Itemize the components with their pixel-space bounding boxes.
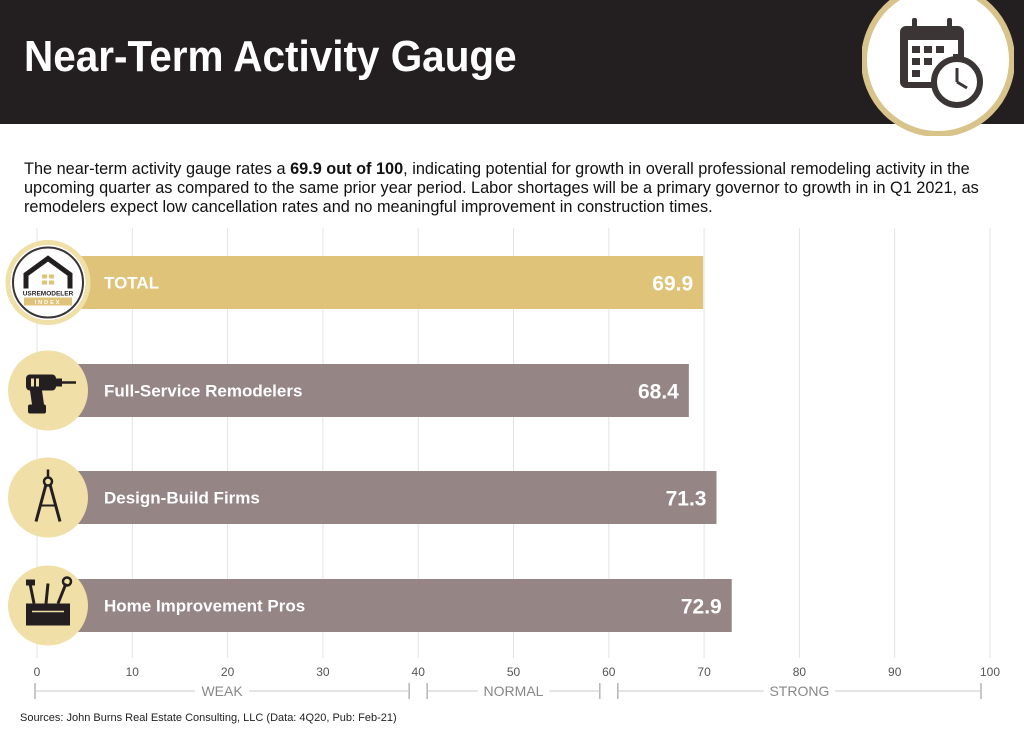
x-tick-label: 80 (793, 665, 807, 679)
bar-category-label: TOTAL (104, 274, 159, 293)
x-tick-label: 60 (602, 665, 616, 679)
toolbox-tool (28, 583, 36, 604)
bar-category-label: Home Improvement Pros (104, 597, 305, 616)
x-tick-label: 40 (412, 665, 426, 679)
logo-band (24, 297, 72, 306)
toolbox-wrench-head (61, 576, 73, 587)
sources-note: Sources: John Burns Real Estate Consulti… (20, 712, 397, 724)
intro-paragraph: The near-term activity gauge rates a 69.… (24, 160, 1009, 217)
bar-value-label: 68.4 (638, 381, 679, 404)
drill-vent (36, 378, 39, 387)
drill-chuck (56, 378, 62, 387)
bar (60, 579, 732, 632)
toolbox-hammer-head (26, 579, 35, 586)
logo-text: INDEX (35, 300, 62, 306)
us-remodeler-index-logo-icon: USREMODELER INDEX (5, 240, 91, 325)
compass-icon (8, 457, 88, 538)
intro-text-before: The near-term activity gauge rates a (24, 160, 291, 178)
zone-label: WEAK (201, 683, 243, 699)
x-tick-label: 30 (316, 665, 330, 679)
x-tick-label: 100 (980, 665, 1000, 679)
zone-label: NORMAL (484, 683, 544, 699)
icon-circle (8, 457, 88, 538)
house-window (42, 274, 47, 279)
x-tick-label: 10 (126, 665, 140, 679)
bar-value-label: 71.3 (666, 488, 707, 511)
toolbox-tool (44, 583, 50, 604)
house-window (42, 280, 47, 285)
bar-category-label: Full-Service Remodelers (104, 382, 302, 401)
compass-leg (48, 484, 62, 522)
intro-text-after: , indicating potential for growth in ove… (24, 160, 979, 216)
house-window (49, 280, 54, 285)
drill-body (26, 374, 56, 391)
header-bar (0, 0, 1024, 124)
x-tick-label: 20 (221, 665, 235, 679)
bar-value-label: 69.9 (652, 273, 693, 296)
calendar-stopwatch-icon (862, 0, 1014, 136)
house-outline (23, 255, 73, 289)
drill-battery (28, 404, 46, 414)
x-tick-label: 70 (697, 665, 711, 679)
toolbox-icon (8, 565, 88, 646)
bar-category-label: Design-Build Firms (104, 489, 260, 508)
zone-label: STRONG (769, 683, 829, 699)
logo-text: USREMODELER (23, 291, 74, 298)
x-tick-label: 90 (888, 665, 902, 679)
x-tick-label: 0 (34, 665, 41, 679)
drill-icon (8, 350, 88, 431)
toolbox-body (26, 603, 70, 626)
bar (60, 471, 717, 524)
bar-value-label: 72.9 (681, 596, 722, 619)
house-window (49, 274, 54, 279)
compass-leg (34, 484, 48, 522)
toolbox-tool (56, 582, 68, 605)
bar (60, 364, 689, 417)
intro-highlight: 69.9 out of 100 (290, 160, 404, 178)
page-title: Near-Term Activity Gauge (24, 32, 517, 81)
bar (60, 256, 704, 309)
drill-handle (30, 390, 44, 405)
drill-vent (31, 378, 34, 387)
x-tick-label: 50 (507, 665, 521, 679)
